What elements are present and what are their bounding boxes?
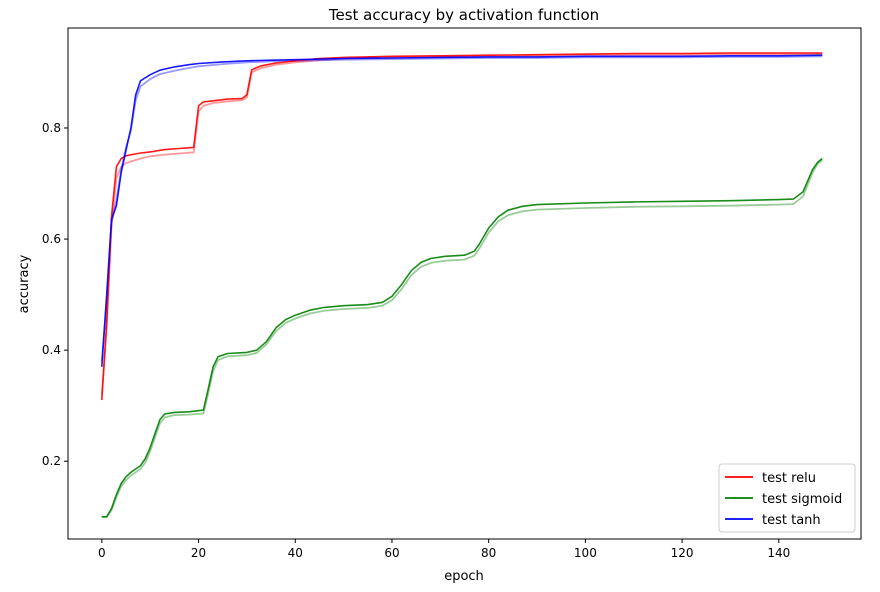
series-line-2 <box>101 54 823 367</box>
x-axis-label: epoch <box>444 569 484 584</box>
series-line-ghost-0 <box>100 53 823 395</box>
x-tick-label: 140 <box>767 546 790 560</box>
axes-frame <box>67 27 862 540</box>
legend-label-0: test relu <box>762 471 816 486</box>
legend: test relu test sigmoid test tanh <box>718 463 856 533</box>
y-tick-label: 0.8 <box>42 121 61 135</box>
legend-label-1: test sigmoid <box>762 492 842 507</box>
x-tick-label: 40 <box>288 546 303 560</box>
x-tick-label: 20 <box>191 546 206 560</box>
y-tick-label: 0.4 <box>42 343 61 357</box>
legend-box <box>718 463 856 533</box>
y-axis-label: accuracy <box>17 254 32 313</box>
chart-title: Test accuracy by activation function <box>328 6 599 24</box>
x-tick-label: 100 <box>574 546 597 560</box>
x-tick-label: 80 <box>481 546 496 560</box>
series-line-1 <box>101 157 823 518</box>
y-tick-label: 0.6 <box>42 232 61 246</box>
plot-area <box>100 52 823 518</box>
legend-label-2: test tanh <box>762 513 821 528</box>
x-tick-label: 0 <box>98 546 106 560</box>
series-line-ghost-1 <box>101 159 823 518</box>
y-tick-label: 0.2 <box>42 454 61 468</box>
x-tick-label: 120 <box>671 546 694 560</box>
axis-ticks: 0 20 40 60 80 100 120 140 0.2 0.4 0.6 0.8 <box>42 121 790 560</box>
series-line-0 <box>101 52 823 401</box>
x-tick-label: 60 <box>384 546 399 560</box>
